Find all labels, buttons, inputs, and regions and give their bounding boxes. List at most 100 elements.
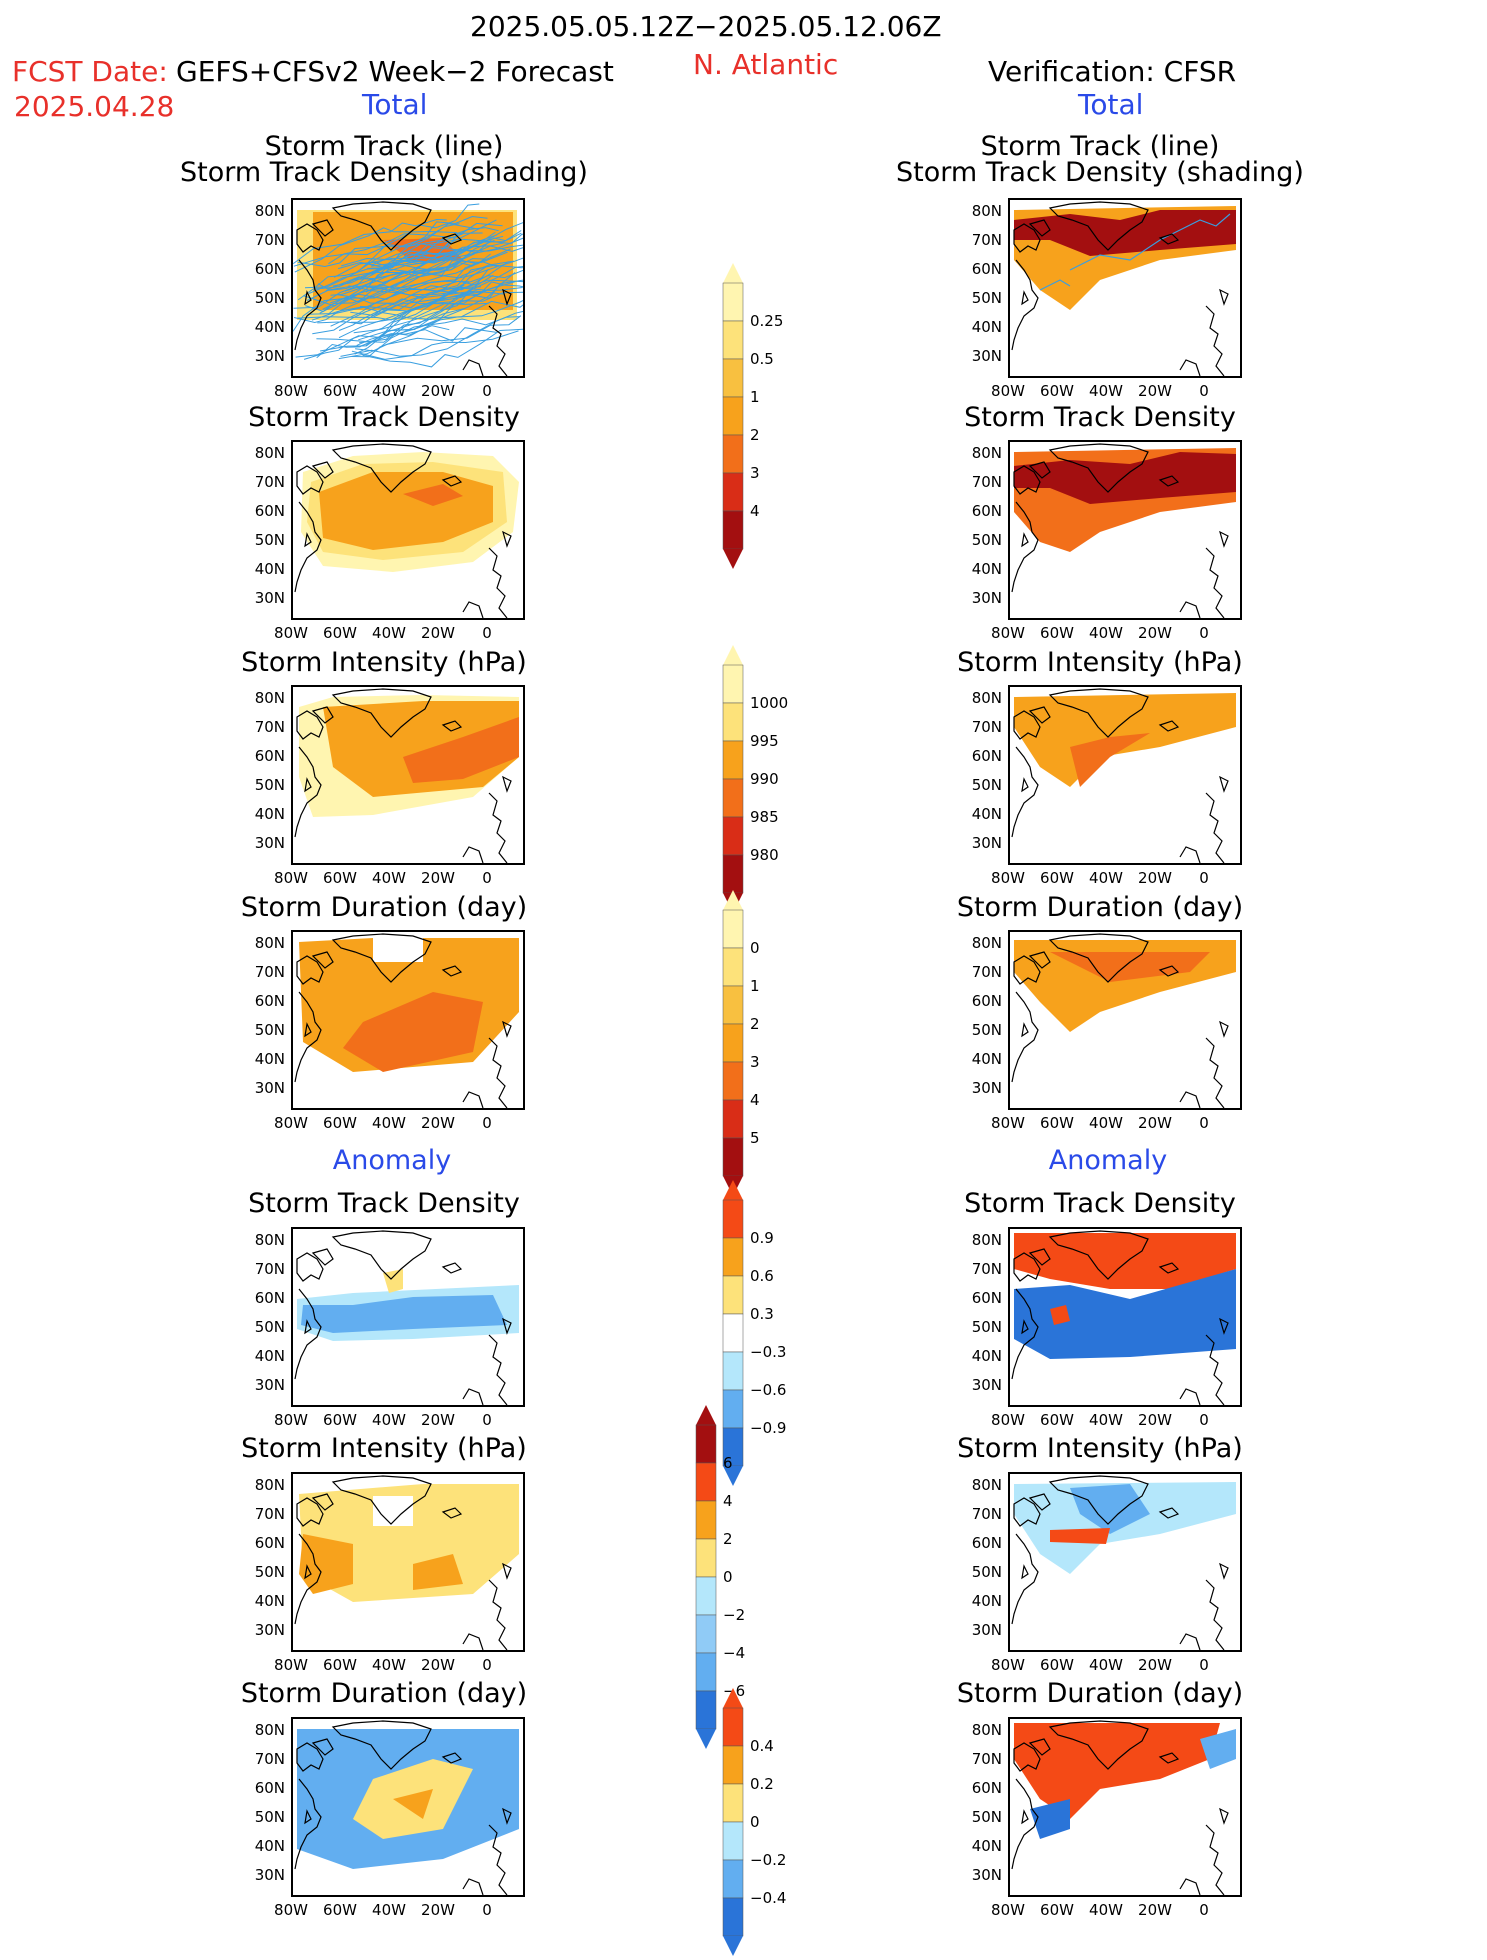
colorbar-tick-label: 3: [750, 1053, 760, 1071]
map-frame: [1008, 1717, 1242, 1897]
lat-tick-label: 40N: [254, 805, 285, 823]
lon-tick-label: 0: [482, 1114, 492, 1132]
map-canvas: [294, 1475, 519, 1650]
lat-tick-label: 60N: [971, 502, 1002, 520]
lon-tick-label: 0: [482, 1656, 492, 1674]
lat-tick-label: 50N: [254, 1318, 285, 1336]
lon-tick-label: 60W: [323, 1411, 357, 1429]
colorbar-tick-label: 0.9: [750, 1229, 774, 1247]
lat-tick-label: 50N: [971, 1563, 1002, 1581]
lat-tick-label: 30N: [971, 1866, 1002, 1884]
lat-tick-label: 60N: [254, 1779, 285, 1797]
title-density-right: Storm Track Density: [964, 402, 1236, 433]
lon-tick-label: 80W: [274, 1656, 308, 1674]
map-frame: [291, 440, 525, 620]
colorbar-tick-label: 0: [750, 1813, 760, 1831]
colorbar-strip: [722, 1180, 744, 1486]
colorbar-tick-label: 6: [723, 1454, 733, 1472]
lon-tick-label: 0: [1199, 624, 1209, 642]
lat-tick-label: 50N: [971, 1808, 1002, 1826]
title-intensity-right: Storm Intensity (hPa): [957, 647, 1243, 678]
map-canvas: [294, 933, 519, 1108]
title-track-line-left: Storm Track (line): [264, 131, 504, 162]
colorbar-intensity-total: 1000 995 990 985 980: [722, 645, 788, 917]
lat-tick-label: 40N: [971, 1837, 1002, 1855]
section-anomaly-right: Anomaly: [1048, 1145, 1168, 1176]
lat-tick-label: 50N: [254, 1021, 285, 1039]
colorbar-tick-label: 0.2: [750, 1775, 774, 1793]
map-frame: [1008, 1227, 1242, 1407]
lat-tick-label: 50N: [254, 1808, 285, 1826]
lat-tick-label: 80N: [971, 1476, 1002, 1494]
lat-tick-label: 70N: [971, 473, 1002, 491]
colorbar-tick-label: −0.3: [750, 1343, 787, 1361]
colorbar-tick-label: 3: [750, 464, 760, 482]
lat-tick-label: 40N: [971, 1347, 1002, 1365]
lat-tick-label: 30N: [971, 1079, 1002, 1097]
title-anom-density-left: Storm Track Density: [248, 1188, 520, 1219]
title-track-shading-right: Storm Track Density (shading): [896, 157, 1304, 188]
lat-tick-label: 80N: [971, 1721, 1002, 1739]
lon-tick-label: 20W: [421, 1114, 455, 1132]
map-canvas: [1011, 201, 1236, 376]
lat-tick-label: 40N: [971, 805, 1002, 823]
lon-tick-label: 80W: [274, 1411, 308, 1429]
colorbar-tick-label: 0.3: [750, 1305, 774, 1323]
lon-tick-label: 80W: [991, 624, 1025, 642]
lat-tick-label: 70N: [971, 1505, 1002, 1523]
colorbar-duration-anomaly: 0.4 0.2 0 −0.2 −0.4: [722, 1688, 786, 1960]
lon-tick-label: 40W: [372, 382, 406, 400]
lat-tick-label: 30N: [254, 1866, 285, 1884]
lat-tick-label: 60N: [254, 260, 285, 278]
map-frame: [291, 1717, 525, 1897]
colorbar-tick-label: 980: [750, 846, 779, 864]
lon-tick-label: 20W: [1138, 1656, 1172, 1674]
lat-tick-label: 60N: [971, 1779, 1002, 1797]
lon-tick-label: 40W: [372, 624, 406, 642]
title-track-line-right: Storm Track (line): [980, 131, 1220, 162]
map-canvas: [1011, 443, 1236, 618]
lat-tick-label: 60N: [971, 992, 1002, 1010]
colorbar-tick-label: −0.6: [750, 1381, 787, 1399]
lat-tick-label: 70N: [254, 473, 285, 491]
title-duration-left: Storm Duration (day): [240, 892, 528, 923]
lat-tick-label: 70N: [254, 718, 285, 736]
map-canvas: [1011, 1230, 1236, 1405]
lon-tick-label: 60W: [1040, 869, 1074, 887]
lat-tick-label: 40N: [971, 318, 1002, 336]
lon-tick-label: 20W: [1138, 1114, 1172, 1132]
colorbar-tick-label: 4: [723, 1492, 733, 1510]
colorbar-strip: [722, 890, 744, 1196]
section-total-right: Total: [1078, 88, 1144, 121]
colorbar-tick-label: 0.4: [750, 1737, 774, 1755]
lat-tick-label: 40N: [254, 1837, 285, 1855]
colorbar-tick-label: −0.9: [750, 1419, 787, 1437]
lon-tick-label: 80W: [991, 1901, 1025, 1919]
lon-tick-label: 80W: [991, 869, 1025, 887]
lon-tick-label: 0: [482, 624, 492, 642]
lat-tick-label: 50N: [254, 1563, 285, 1581]
colorbar-tick-label: −4: [723, 1644, 746, 1662]
colorbar-tick-label: 2: [750, 1015, 760, 1033]
colorbar-tick-label: −0.2: [750, 1851, 787, 1869]
colorbar-tick-label: 985: [750, 808, 779, 826]
map-canvas: [294, 443, 519, 618]
lat-tick-label: 50N: [971, 1021, 1002, 1039]
title-duration-right: Storm Duration (day): [956, 892, 1244, 923]
map-canvas: [1011, 1475, 1236, 1650]
map-frame: [291, 930, 525, 1110]
lat-tick-label: 80N: [254, 202, 285, 220]
lat-tick-label: 40N: [254, 318, 285, 336]
colorbar-duration-total: 0 1 2 3 4 5: [722, 890, 760, 1200]
lat-tick-label: 30N: [254, 1376, 285, 1394]
map-canvas: [1011, 933, 1236, 1108]
lon-tick-label: 80W: [274, 624, 308, 642]
lon-tick-label: 40W: [1089, 1114, 1123, 1132]
lon-tick-label: 80W: [991, 1114, 1025, 1132]
map-frame: [1008, 685, 1242, 865]
forecast-period-title: 2025.05.05.12Z−2025.05.12.06Z: [470, 10, 942, 43]
lon-tick-label: 40W: [1089, 624, 1123, 642]
colorbar-tick-label: 5: [750, 1129, 760, 1147]
lon-tick-label: 60W: [1040, 1656, 1074, 1674]
lon-tick-label: 60W: [1040, 1411, 1074, 1429]
